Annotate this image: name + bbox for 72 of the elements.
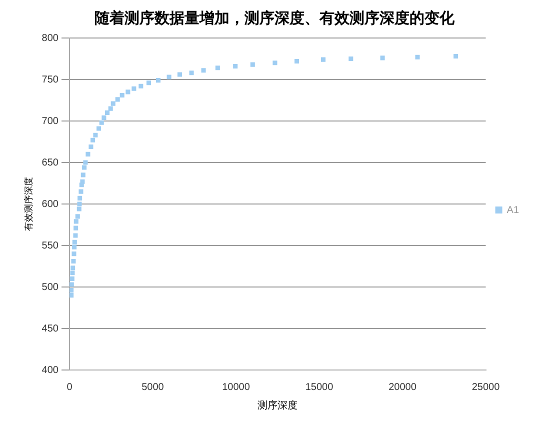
point xyxy=(88,144,94,149)
y-tick-label: 400 xyxy=(42,364,59,376)
point xyxy=(72,244,77,250)
point xyxy=(166,74,172,80)
point xyxy=(110,101,116,106)
y-tick-label: 700 xyxy=(42,116,59,127)
x-tick-label: 5000 xyxy=(142,382,164,393)
legend-label: A1 xyxy=(506,204,520,216)
point xyxy=(415,54,420,60)
point xyxy=(294,58,300,64)
y-tick-label: 750 xyxy=(42,74,59,86)
y-tick-label: 650 xyxy=(42,157,59,168)
point xyxy=(96,126,102,131)
point xyxy=(78,196,82,200)
point xyxy=(156,78,161,83)
point xyxy=(454,54,458,59)
point xyxy=(233,64,238,68)
point xyxy=(138,84,144,88)
point xyxy=(75,214,80,219)
point xyxy=(105,110,110,115)
point xyxy=(108,106,113,111)
point xyxy=(320,57,326,62)
y-tick-label: 800 xyxy=(42,32,59,44)
point xyxy=(132,86,136,91)
point xyxy=(74,226,78,230)
point xyxy=(189,70,194,76)
chart-title: 随着测序数据量增加，测序深度、有效测序深度的变化 xyxy=(94,8,456,27)
point xyxy=(80,179,85,184)
x-tick-label: 20000 xyxy=(388,382,417,393)
point xyxy=(99,120,104,125)
point xyxy=(73,233,78,238)
point xyxy=(78,189,84,194)
point xyxy=(120,93,124,98)
point xyxy=(77,202,82,206)
point xyxy=(90,138,96,142)
point xyxy=(70,266,76,270)
x-tick-label: 10000 xyxy=(222,382,250,393)
point xyxy=(115,97,120,102)
point xyxy=(76,206,82,212)
point xyxy=(250,62,255,67)
point xyxy=(93,132,98,138)
point xyxy=(146,80,152,86)
point xyxy=(82,165,87,170)
point xyxy=(74,219,78,224)
x-tick-label: 0 xyxy=(66,382,73,393)
point xyxy=(72,240,77,244)
point xyxy=(348,56,354,62)
point xyxy=(380,56,385,60)
point xyxy=(86,152,90,156)
x-tick-label: 25000 xyxy=(472,382,500,393)
y-tick-label: 500 xyxy=(42,282,59,293)
y-axis-title: 有效测序深度 xyxy=(24,177,35,231)
point xyxy=(71,259,76,264)
point xyxy=(102,115,106,120)
x-axis-title: 测序深度 xyxy=(258,400,298,412)
point xyxy=(177,72,182,77)
point xyxy=(70,276,74,281)
y-tick-label: 550 xyxy=(42,240,59,252)
point xyxy=(83,160,88,165)
point xyxy=(272,60,278,66)
point xyxy=(70,270,75,276)
point xyxy=(72,252,76,256)
point xyxy=(201,68,206,73)
point xyxy=(80,172,86,178)
y-tick-label: 450 xyxy=(42,323,59,334)
point xyxy=(69,288,74,293)
point xyxy=(215,66,220,70)
point xyxy=(69,293,74,298)
x-tick-label: 15000 xyxy=(305,382,334,393)
point xyxy=(69,282,74,287)
point xyxy=(126,90,130,94)
y-tick-label: 600 xyxy=(42,198,59,210)
